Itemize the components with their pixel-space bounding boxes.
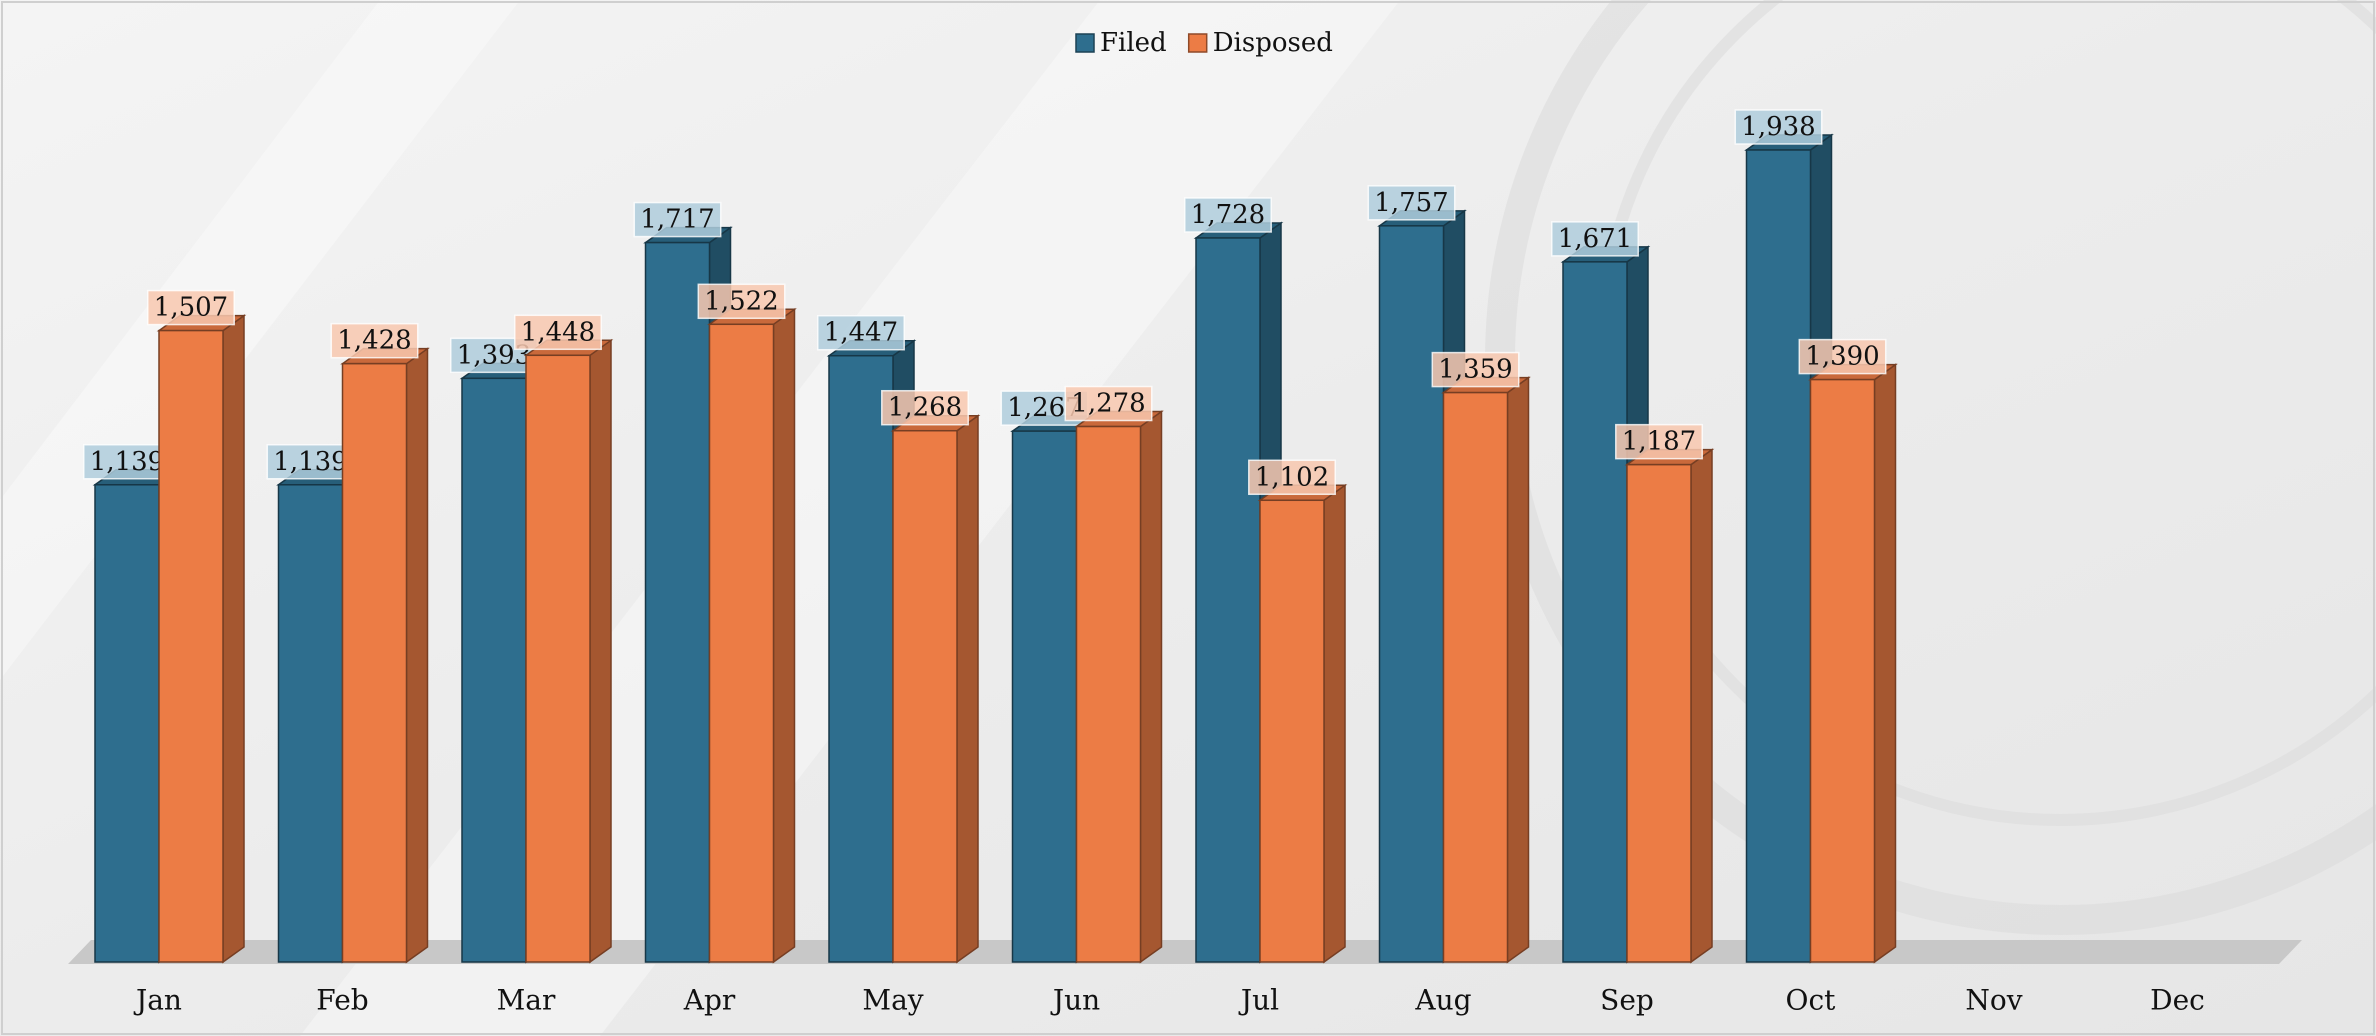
data-label: 1,139: [90, 447, 164, 477]
bar-side: [589, 338, 612, 964]
data-label-box: [817, 314, 905, 351]
data-label-box: [633, 201, 722, 238]
data-label: 1,102: [1255, 462, 1329, 492]
bar: [1562, 261, 1628, 963]
data-label: 1,428: [337, 326, 411, 356]
data-label-box: [1615, 423, 1703, 460]
data-label-box: [1248, 459, 1336, 496]
legend-swatch: [1075, 33, 1095, 53]
x-tick-label: Jul: [1238, 984, 1279, 1017]
x-tick-label: May: [862, 984, 923, 1017]
bar: [1626, 463, 1692, 963]
legend-label: Disposed: [1213, 28, 1333, 58]
data-label-box: [450, 337, 538, 374]
data-label-box: [881, 389, 969, 426]
bar-side: [222, 314, 245, 964]
x-tick-label: Jun: [1050, 984, 1100, 1017]
bar: [1809, 378, 1876, 963]
data-label-box: [330, 322, 419, 359]
bar: [158, 329, 224, 963]
data-label: 1,390: [1805, 342, 1879, 372]
data-label-box: [1431, 351, 1520, 388]
data-label: 1,139: [273, 447, 347, 477]
data-label: 1,359: [1438, 355, 1512, 385]
bar-side: [1690, 448, 1713, 964]
legend: Filed Disposed: [1075, 28, 1333, 58]
data-label-box: [1798, 338, 1887, 375]
data-label-box: [514, 314, 602, 351]
data-label: 1,938: [1741, 112, 1815, 142]
data-label: 1,717: [640, 205, 714, 235]
bar: [1442, 391, 1509, 963]
x-tick-label: Mar: [497, 984, 556, 1017]
data-label-box: [147, 289, 235, 326]
x-tick-label: Apr: [683, 984, 736, 1017]
bar: [341, 362, 408, 963]
bar: [461, 377, 527, 963]
bar: [644, 241, 711, 963]
x-tick-label: Jan: [133, 984, 182, 1017]
data-label: 1,187: [1622, 427, 1696, 457]
data-label: 1,447: [824, 318, 898, 348]
bar: [828, 354, 894, 963]
bar: [1011, 430, 1078, 963]
legend-label: Filed: [1100, 28, 1167, 58]
x-tick-label: Nov: [1965, 984, 2022, 1017]
bar: [1259, 499, 1325, 963]
data-label: 1,671: [1558, 224, 1632, 254]
x-tick-label: Aug: [1414, 984, 1471, 1017]
bar: [525, 354, 591, 963]
data-label-box: [1551, 221, 1639, 257]
data-label-box: [1367, 185, 1456, 221]
bar: [277, 484, 344, 963]
data-label: 1,522: [704, 286, 778, 316]
data-label: 1,757: [1374, 188, 1448, 218]
bar: [1745, 149, 1812, 963]
bar: [1075, 425, 1142, 963]
bar-side: [405, 347, 429, 964]
data-label: 1,268: [888, 393, 962, 423]
bar-side: [1873, 363, 1897, 964]
x-tick-label: Dec: [2150, 984, 2205, 1017]
data-label: 1,278: [1071, 389, 1145, 419]
data-label-box: [697, 283, 786, 320]
x-tick-label: Sep: [1600, 984, 1654, 1017]
data-label: 1,507: [154, 293, 228, 323]
data-label-box: [1184, 197, 1272, 233]
x-tick-label: Oct: [1786, 984, 1837, 1017]
bar: [94, 484, 160, 963]
data-label: 1,448: [521, 317, 595, 347]
bar-side: [956, 414, 979, 964]
bar-side: [1506, 376, 1530, 964]
data-label-box: [1064, 385, 1153, 422]
bar: [1378, 225, 1445, 963]
bar: [892, 429, 958, 963]
floor: [68, 940, 2302, 964]
x-tick-label: Feb: [316, 984, 368, 1017]
data-label-box: [1734, 109, 1823, 145]
bar-side: [1323, 483, 1346, 964]
bar-side: [1139, 410, 1163, 964]
legend-swatch: [1187, 33, 1208, 53]
bar-side: [772, 307, 796, 964]
bar: [708, 323, 775, 963]
data-label: 1,728: [1191, 200, 1265, 230]
bar: [1195, 237, 1261, 963]
